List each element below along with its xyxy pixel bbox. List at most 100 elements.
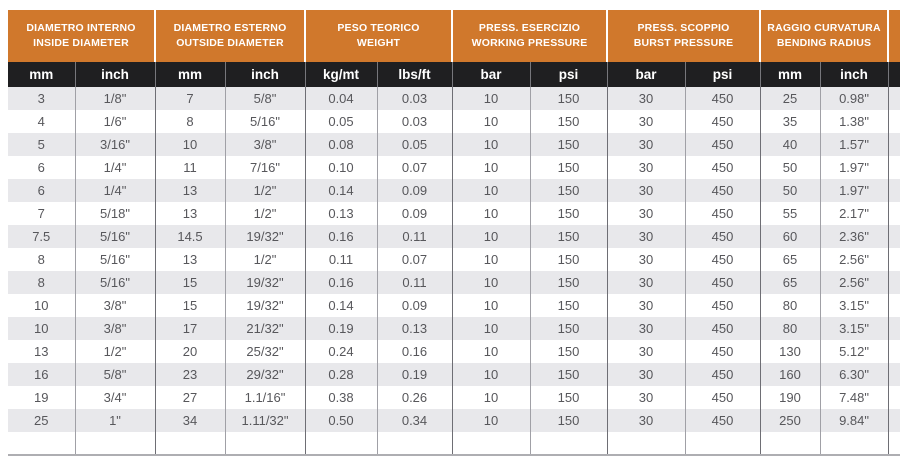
cell: 0.19: [305, 317, 378, 340]
group-title-english: WEIGHT: [356, 37, 401, 49]
table-row: [8, 432, 900, 455]
cell: 7/16": [225, 156, 306, 179]
cell: 150: [530, 133, 608, 156]
cell: 40: [760, 133, 821, 156]
cell: 10: [452, 363, 531, 386]
cell: 8: [155, 110, 226, 133]
cell: 25: [8, 409, 76, 432]
cell: 11: [155, 156, 226, 179]
cell: 0.28: [305, 363, 378, 386]
cell: 1/2": [75, 340, 156, 363]
cell: 1": [75, 409, 156, 432]
cell: 150: [530, 248, 608, 271]
cell: 10: [8, 317, 76, 340]
cell: 450: [685, 133, 761, 156]
cell: 10: [155, 133, 226, 156]
cell: 3/16": [75, 133, 156, 156]
cell: 150: [530, 110, 608, 133]
cell: 15: [155, 271, 226, 294]
cell: 1/2": [225, 179, 306, 202]
cell: 0.08: [305, 133, 378, 156]
cell: 80: [760, 317, 821, 340]
cell: 10: [452, 409, 531, 432]
cell: 10: [452, 133, 531, 156]
cell: 19/32": [225, 271, 306, 294]
group-header-outside-diameter: DIAMETRO ESTERNO OUTSIDE DIAMETER: [155, 10, 306, 62]
cell: 7: [8, 202, 76, 225]
cell: 5/16": [225, 110, 306, 133]
cell: 150: [530, 386, 608, 409]
cell: 30: [607, 202, 686, 225]
cell: 30: [607, 248, 686, 271]
unit-header-mm: mm: [8, 62, 76, 87]
table-row: 16 5/8" 23 29/32" 0.28 0.19 10 150 30 450 160 6.30": [8, 363, 900, 386]
cell: 20: [155, 340, 226, 363]
cell: 450: [685, 179, 761, 202]
cell: [888, 225, 900, 248]
cell: [888, 340, 900, 363]
cell: 450: [685, 317, 761, 340]
cell: 0.16: [305, 225, 378, 248]
cell: 0.11: [305, 248, 378, 271]
cell: 2.36": [820, 225, 889, 248]
unit-header-kg-mt: kg/mt: [305, 62, 378, 87]
cell: [888, 317, 900, 340]
cell: 6.30": [820, 363, 889, 386]
cell: 5/18": [75, 202, 156, 225]
cell: 5.12": [820, 340, 889, 363]
cell: 3/8": [225, 133, 306, 156]
unit-header-bar: bar: [607, 62, 686, 87]
cell: 150: [530, 340, 608, 363]
cell: 450: [685, 386, 761, 409]
cell: 0.16: [305, 271, 378, 294]
cell: 30: [607, 363, 686, 386]
cell: 10: [452, 294, 531, 317]
cell: 3/8": [75, 294, 156, 317]
cell: [888, 156, 900, 179]
cell: 13: [155, 248, 226, 271]
cell: [155, 432, 226, 455]
cell: 450: [685, 156, 761, 179]
cell: 5/8": [75, 363, 156, 386]
cell: [888, 386, 900, 409]
cell: 160: [760, 363, 821, 386]
table-row: 6 1/4" 11 7/16" 0.10 0.07 10 150 30 450 50 1.97": [8, 156, 900, 179]
cell: 1.1/16": [225, 386, 306, 409]
cell: 150: [530, 156, 608, 179]
cell: 0.16: [377, 340, 453, 363]
cell: 0.11: [377, 271, 453, 294]
table-row: 10 3/8" 17 21/32" 0.19 0.13 10 150 30 450 80 3.15": [8, 317, 900, 340]
cell: 1.97": [820, 179, 889, 202]
cell: [888, 271, 900, 294]
cell: [888, 409, 900, 432]
cell: [888, 248, 900, 271]
cell: [888, 202, 900, 225]
cell: 50: [760, 179, 821, 202]
cell: [888, 133, 900, 156]
table-row: 25 1" 34 1.11/32" 0.50 0.34 10 150 30 450 250 9.84": [8, 409, 900, 432]
cell: 21/32": [225, 317, 306, 340]
cell: 250: [760, 409, 821, 432]
cell: 7: [155, 87, 226, 110]
group-title-english: OUTSIDE DIAMETER: [176, 37, 284, 49]
unit-header-psi: psi: [530, 62, 608, 87]
unit-header-row: mm inch mm inch kg/mt lbs/ft bar psi bar…: [8, 62, 900, 87]
group-header-burst-pressure: PRESS. SCOPPIO BURST PRESSURE: [607, 10, 762, 62]
unit-header-mm: mm: [155, 62, 226, 87]
cell: 3/4": [75, 386, 156, 409]
cell: 30: [607, 156, 686, 179]
cell: 150: [530, 271, 608, 294]
cell: 17: [155, 317, 226, 340]
cell: 0.11: [377, 225, 453, 248]
cell: 0.07: [377, 248, 453, 271]
cell: 150: [530, 317, 608, 340]
cell: 7.5: [8, 225, 76, 248]
cell: 6: [8, 156, 76, 179]
cell: 25: [760, 87, 821, 110]
cell: 5/8": [225, 87, 306, 110]
cell: 13: [155, 179, 226, 202]
cell: 30: [607, 317, 686, 340]
cell: [888, 87, 900, 110]
cell: 10: [8, 294, 76, 317]
cell: 1.57": [820, 133, 889, 156]
